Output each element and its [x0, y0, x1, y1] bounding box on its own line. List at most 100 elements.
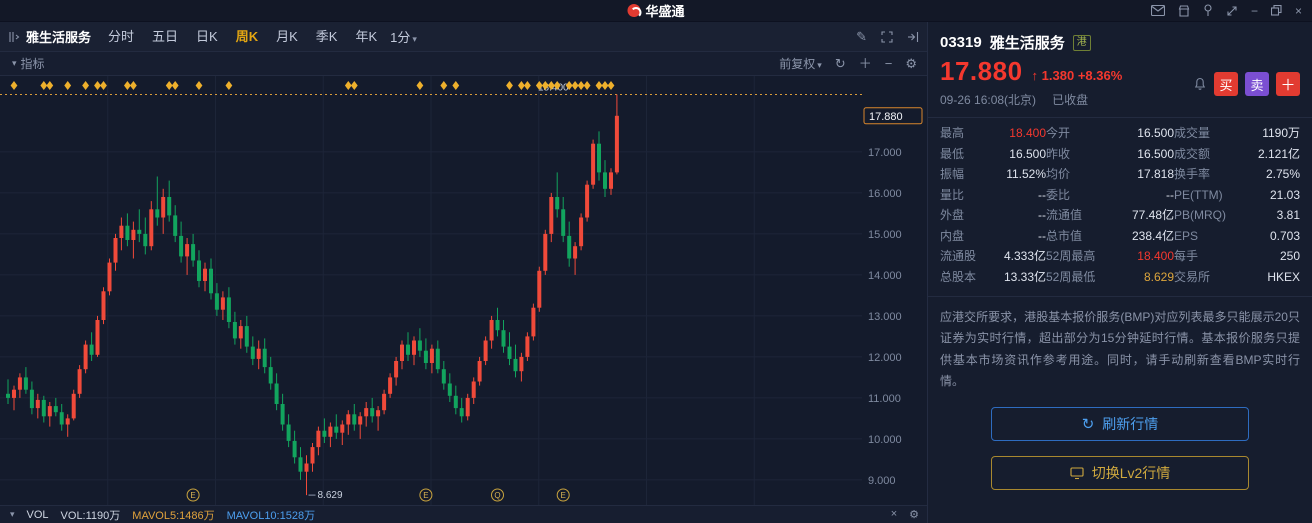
quote-panel: 03319 雅生活服务 港 17.880 ↑ 1.380 +8.36% 09-2…	[928, 22, 1312, 523]
chart-stock-name: 雅生活服务	[26, 30, 92, 45]
store-icon[interactable]	[1178, 4, 1190, 17]
titlebar: 华盛通 − ×	[0, 0, 1312, 22]
stat-value: 2.121亿	[1257, 146, 1300, 161]
chart-column: 雅生活服务 分时 五日 日K 周K 月K 季K 年K 1分 ▾ ✎ ▾ 指标 前复权 ▾	[0, 22, 928, 523]
stat-label: 振幅	[940, 167, 965, 181]
stat-value: 16.500	[1137, 146, 1174, 161]
svg-text:17.880: 17.880	[869, 111, 903, 123]
indicator-bar: ▾ 指标 前复权 ▾ ↻ ＋ − ⚙	[0, 52, 927, 76]
period-tab-五日[interactable]: 五日	[152, 28, 179, 44]
zoom-in-icon[interactable]: ＋	[858, 56, 872, 71]
current-price: 17.880	[940, 56, 1023, 86]
adjust-mode-dropdown[interactable]: 前复权 ▾	[779, 57, 822, 71]
period-tab-季K[interactable]: 季K	[315, 28, 338, 44]
app-logo-icon	[627, 4, 642, 18]
switch-lv2-button[interactable]: 切换Lv2行情	[991, 456, 1249, 491]
stat-label: 流通股	[940, 249, 977, 263]
pin-icon[interactable]	[1203, 4, 1213, 17]
close-icon[interactable]: ×	[1294, 3, 1302, 18]
stat-value: 21.03	[1269, 187, 1300, 202]
vol-indicator-label[interactable]: VOL	[26, 508, 49, 521]
stat-label: 成交量	[1174, 126, 1211, 140]
stat-value: 238.4亿	[1131, 228, 1174, 243]
price-change-pct: +8.36%	[1077, 68, 1123, 83]
stat-label: 总股本	[940, 269, 977, 284]
candlestick-chart[interactable]: 17.000 16.000 15.000 14.000 13.000 12.000 11.0…	[0, 76, 927, 505]
stat-label: 换手率	[1174, 167, 1211, 181]
chart-settings-gear-icon[interactable]: ⚙	[905, 56, 917, 71]
svg-text:E: E	[423, 491, 428, 500]
stat-value: 3.81	[1276, 208, 1300, 222]
stat-label: 交易所	[1174, 269, 1211, 284]
stat-value: 4.333亿	[1003, 249, 1046, 263]
stat-value: 16.500	[1137, 126, 1174, 140]
zoom-out-icon[interactable]: −	[884, 56, 893, 71]
stat-value: 18.400	[1137, 249, 1174, 263]
refresh-quote-button[interactable]: ↻ 刷新行情	[991, 407, 1249, 442]
stat-label: 每手	[1174, 249, 1199, 263]
collapse-sidebar-icon[interactable]	[8, 31, 20, 43]
minute-period-dropdown[interactable]: 1分 ▾	[390, 30, 417, 45]
chart-area: 17.000 16.000 15.000 14.000 13.000 12.000 11.0…	[0, 76, 927, 505]
restore-window-icon[interactable]	[1270, 5, 1282, 16]
svg-text:9.000: 9.000	[868, 475, 896, 487]
stat-label: EPS	[1174, 228, 1199, 243]
mavol5-value: MAVOL5:1486万	[132, 509, 215, 522]
stat-value: 250	[1279, 249, 1300, 263]
stat-value: 11.52%	[1006, 167, 1046, 181]
minimize-icon[interactable]: −	[1250, 3, 1258, 18]
stat-value: 2.75%	[1265, 167, 1300, 181]
buy-button[interactable]: 买	[1214, 72, 1238, 96]
svg-text:12.000: 12.000	[868, 352, 902, 364]
stats-grid: 最高 18.400 今开 16.500 成交量 1190万 最低 16.500 昨收 16.500…	[940, 123, 1300, 287]
popout-chart-icon[interactable]	[907, 31, 919, 43]
mavol10-value: MAVOL10:1528万	[226, 509, 316, 522]
vol-value: VOL:1190万	[60, 509, 121, 522]
stat-label: 最高	[940, 126, 965, 140]
stat-value: HKEX	[1267, 269, 1300, 284]
svg-text:10.000: 10.000	[868, 434, 902, 446]
stat-label: 昨收	[1046, 146, 1071, 161]
period-tab-周K[interactable]: 周K	[235, 28, 259, 44]
stat-label: PB(MRQ)	[1174, 208, 1226, 222]
add-watchlist-button[interactable]: ＋	[1276, 72, 1300, 96]
chart-toolbar: 雅生活服务 分时 五日 日K 周K 月K 季K 年K 1分 ▾ ✎	[0, 22, 927, 52]
stat-value: 8.629	[1143, 269, 1174, 284]
stat-label: 委比	[1046, 187, 1071, 202]
quote-datetime: 09-26 16:08(北京)	[940, 93, 1037, 107]
fullscreen-icon[interactable]	[881, 30, 893, 43]
stat-value: 17.818	[1137, 167, 1174, 181]
period-tabs: 分时 五日 日K 周K 月K 季K 年K	[99, 22, 386, 52]
divider	[928, 117, 1312, 118]
period-tab-年K[interactable]: 年K	[355, 28, 378, 44]
refresh-icon[interactable]: ↻	[834, 56, 846, 71]
stat-label: 今开	[1046, 126, 1071, 140]
svg-text:11.000: 11.000	[868, 393, 901, 405]
draw-tool-icon[interactable]: ✎	[856, 29, 867, 44]
detach-arrows-icon[interactable]	[1226, 5, 1238, 17]
pane-settings-gear-icon[interactable]: ⚙	[909, 509, 919, 521]
price-change: 1.380	[1041, 68, 1075, 83]
svg-text:E: E	[190, 491, 195, 500]
price-alert-bell-icon[interactable]	[1193, 77, 1207, 91]
close-pane-icon[interactable]: ×	[890, 508, 898, 520]
chevron-down-icon[interactable]: ▾	[10, 509, 15, 519]
stat-label: 外盘	[940, 208, 965, 222]
bmp-notice-text: 应港交所要求，港股基本报价服务(BMP)对应列表最多只能展示20只证券为实时行情…	[940, 310, 1300, 389]
stock-code: 03319	[940, 34, 982, 51]
change-arrow-icon: ↑	[1031, 68, 1039, 83]
svg-text:18.400: 18.400	[538, 83, 569, 94]
stat-label: 均价	[1046, 167, 1071, 181]
chevron-down-icon[interactable]: ▾	[12, 58, 17, 68]
indicator-label[interactable]: 指标	[20, 57, 45, 71]
lv2-monitor-icon	[1070, 467, 1084, 480]
period-tab-日K[interactable]: 日K	[196, 28, 218, 44]
mail-icon[interactable]	[1150, 5, 1165, 16]
sell-button[interactable]: 卖	[1245, 72, 1269, 96]
stat-value: --	[1166, 187, 1174, 202]
stat-label: 量比	[940, 187, 965, 202]
period-tab-分时[interactable]: 分时	[108, 28, 135, 44]
period-tab-月K[interactable]: 月K	[276, 28, 298, 44]
svg-text:16.000: 16.000	[868, 188, 902, 200]
stat-label: 流通值	[1046, 208, 1083, 222]
